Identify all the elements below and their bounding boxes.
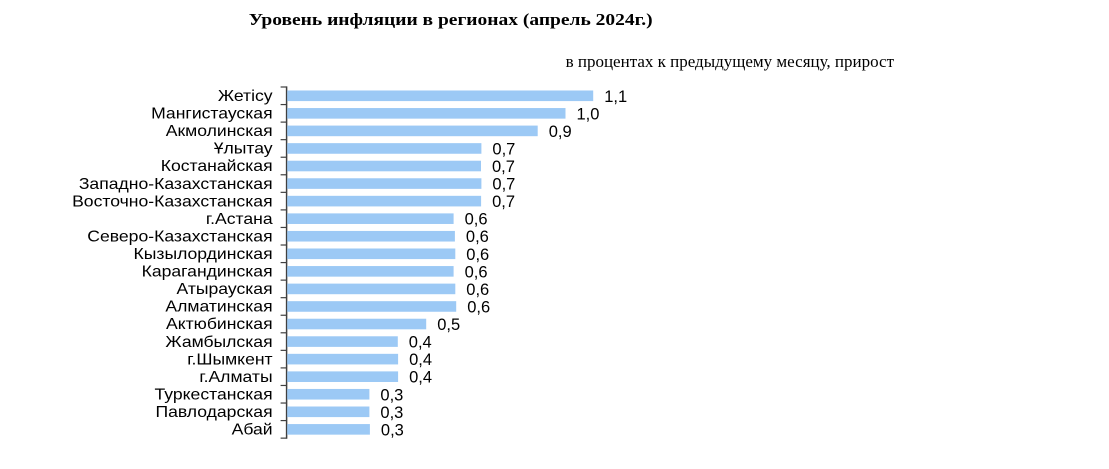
svg-text:0,4: 0,4 <box>409 351 432 369</box>
svg-text:Абай: Абай <box>232 421 273 439</box>
svg-text:Актюбинская: Актюбинская <box>166 315 273 333</box>
svg-text:0,6: 0,6 <box>466 246 489 264</box>
svg-text:г.Астана: г.Астана <box>206 210 274 228</box>
svg-text:0,4: 0,4 <box>409 369 432 387</box>
svg-text:г.Шымкент: г.Шымкент <box>187 350 273 368</box>
svg-text:Северо-Казахстанская: Северо-Казахстанская <box>87 227 272 245</box>
svg-text:0,6: 0,6 <box>467 298 490 316</box>
svg-text:0,7: 0,7 <box>492 176 515 194</box>
svg-text:Жетісу: Жетісу <box>218 87 273 105</box>
svg-text:Туркестанская: Туркестанская <box>155 385 273 403</box>
svg-text:0,6: 0,6 <box>465 263 488 281</box>
svg-text:Жамбылская: Жамбылская <box>165 333 272 351</box>
svg-text:0,6: 0,6 <box>466 228 489 246</box>
svg-text:Акмолинская: Акмолинская <box>166 122 273 140</box>
svg-text:Карагандинская: Карагандинская <box>142 263 273 281</box>
svg-text:Уровень инфляции в регионах (а: Уровень инфляции в регионах (апрель 2024… <box>249 10 653 30</box>
svg-text:в процентах к предыдущему меся: в процентах к предыдущему месяцу, прирос… <box>566 52 895 71</box>
svg-text:0,7: 0,7 <box>492 193 515 211</box>
svg-text:0,6: 0,6 <box>466 281 489 299</box>
svg-text:г.Алматы: г.Алматы <box>199 368 272 386</box>
svg-text:0,7: 0,7 <box>492 158 515 176</box>
svg-text:0,4: 0,4 <box>409 334 432 352</box>
svg-text:0,5: 0,5 <box>437 316 460 334</box>
svg-text:Атырауская: Атырауская <box>176 280 272 298</box>
svg-text:0,3: 0,3 <box>380 404 403 422</box>
svg-text:Ұлытау: Ұлытау <box>214 140 274 158</box>
svg-text:Восточно-Казахстанская: Восточно-Казахстанская <box>72 192 273 210</box>
svg-text:0,7: 0,7 <box>492 140 515 158</box>
svg-text:1,1: 1,1 <box>604 88 627 106</box>
svg-text:1,0: 1,0 <box>577 105 600 123</box>
svg-text:0,9: 0,9 <box>549 123 572 141</box>
svg-text:Кызылординская: Кызылординская <box>134 245 273 263</box>
svg-text:Алматинская: Алматинская <box>165 298 272 316</box>
svg-text:Мангистауская: Мангистауская <box>151 105 273 123</box>
svg-text:0,3: 0,3 <box>380 386 403 404</box>
svg-text:0,6: 0,6 <box>465 211 488 229</box>
svg-text:Костанайская: Костанайская <box>161 157 273 175</box>
svg-text:0,3: 0,3 <box>381 421 404 439</box>
svg-text:Западно-Казахстанская: Западно-Казахстанская <box>79 175 273 193</box>
svg-text:Павлодарская: Павлодарская <box>155 403 272 421</box>
